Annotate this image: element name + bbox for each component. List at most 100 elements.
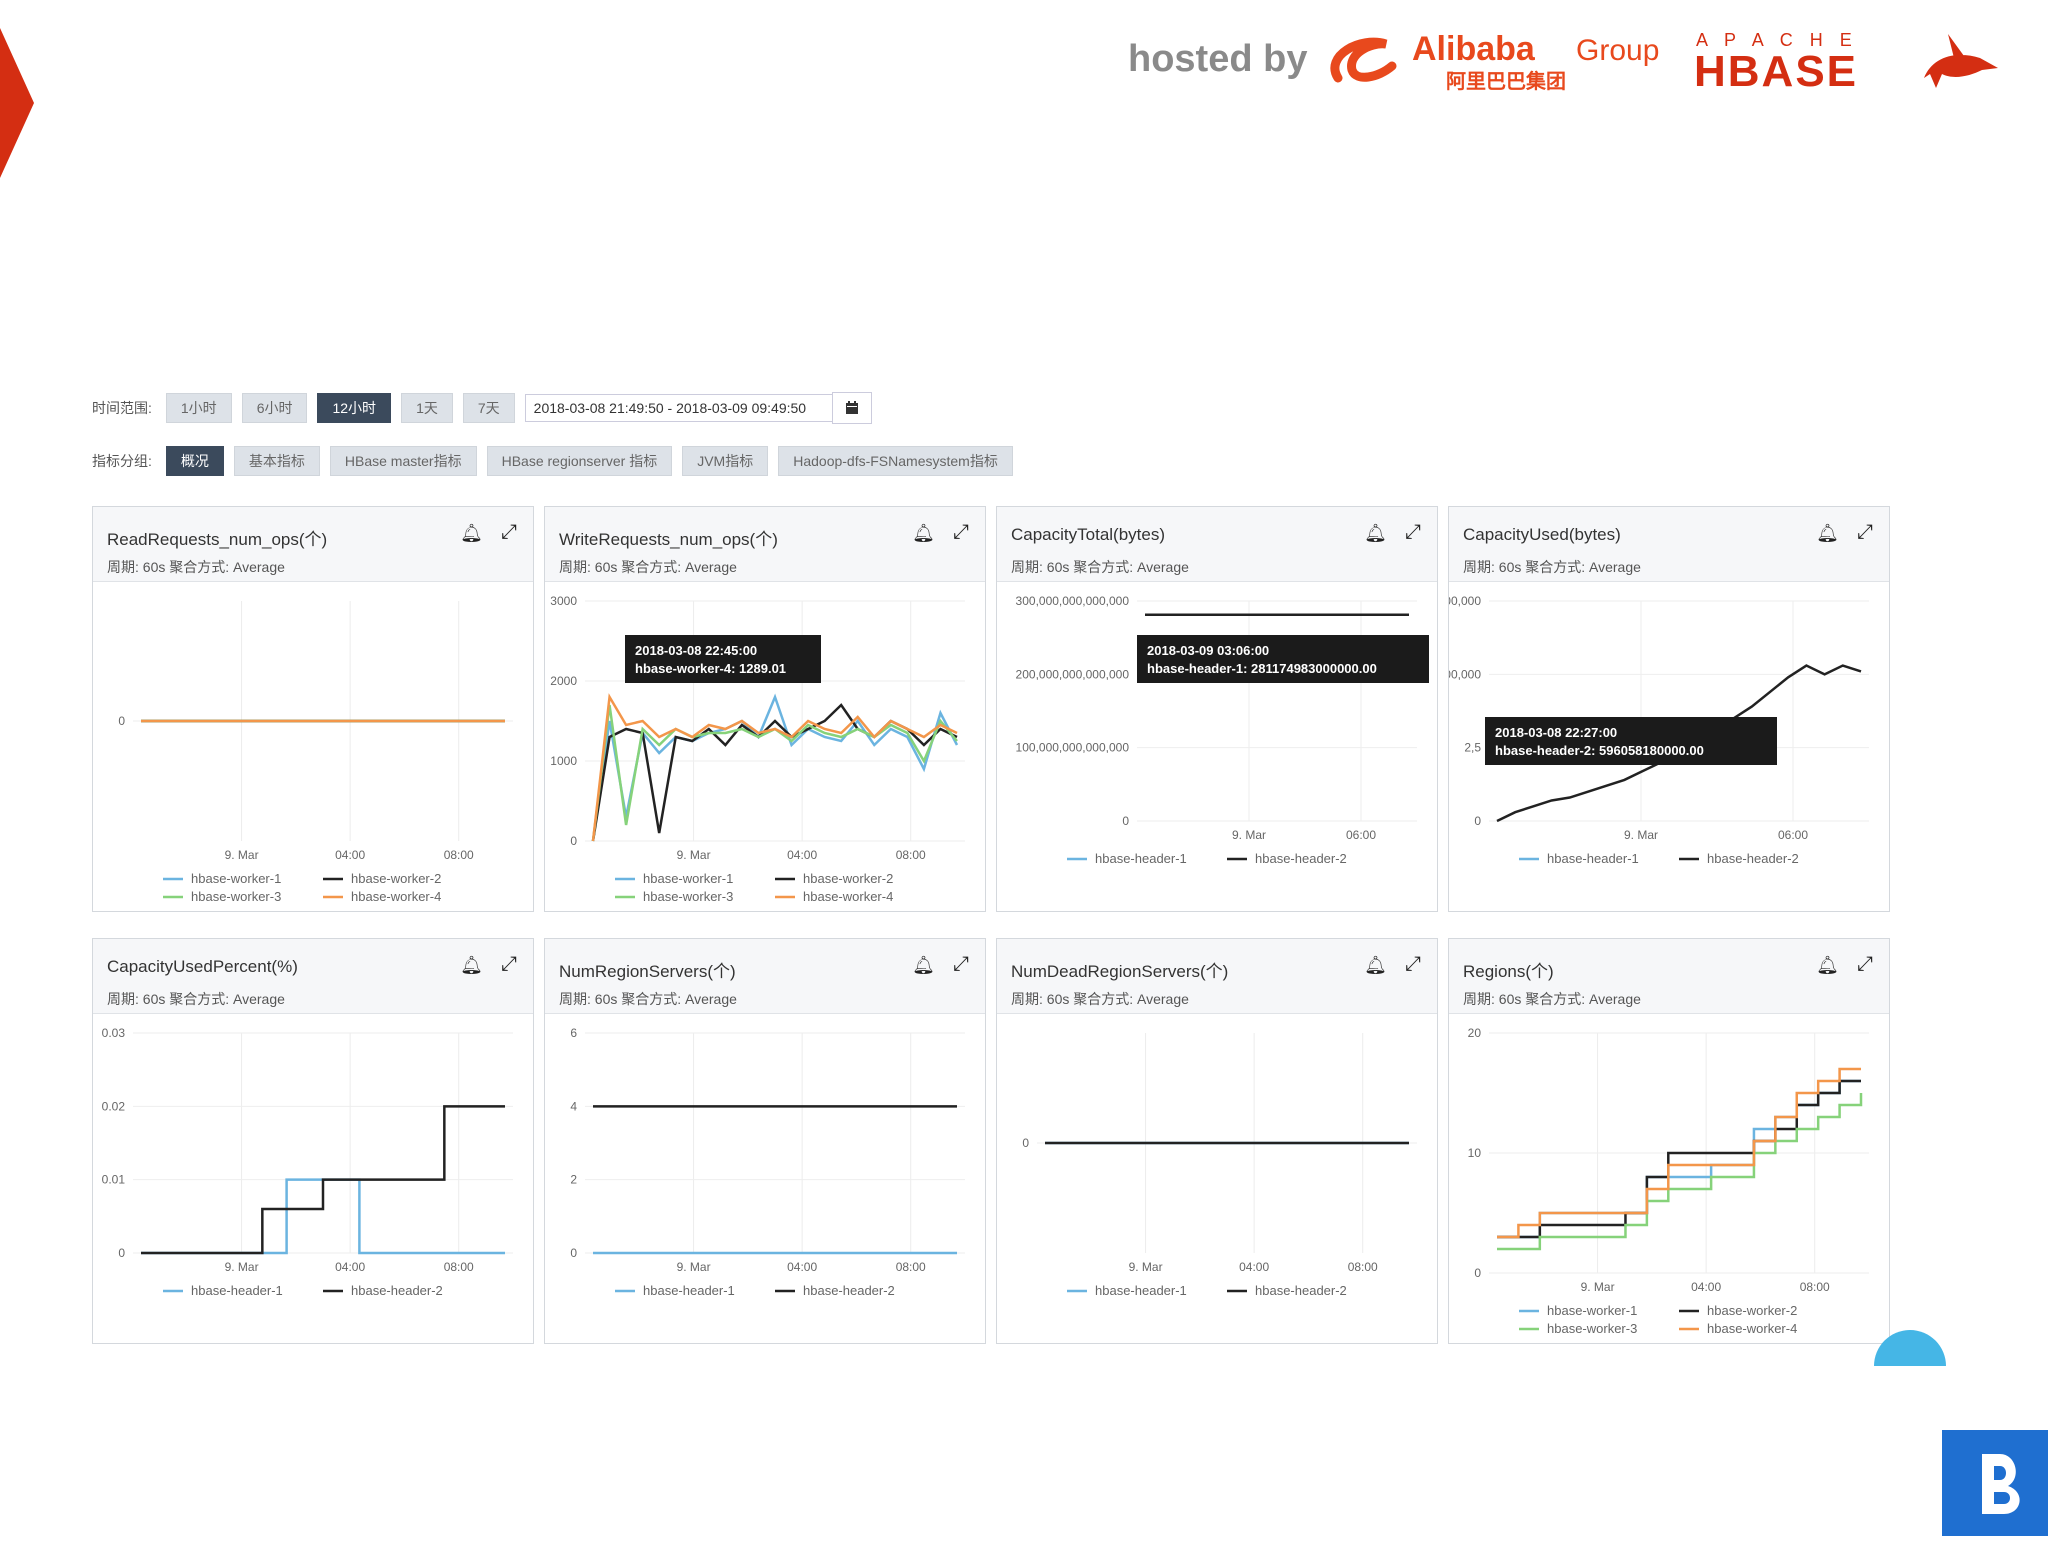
metric-panel: NumDeadRegionServers(个) 周期: 60s 聚合方式: Ave… [996,938,1438,1344]
expand-icon[interactable]: ⤢ [1857,521,1873,543]
hosted-by-text: hosted by [1128,38,1308,80]
x-tick-label: 08:00 [444,848,474,862]
group-option-basic[interactable]: 基本指标 [233,446,320,476]
legend-label: hbase-worker-1 [643,871,733,886]
y-tick-label: 20 [1468,1026,1482,1040]
x-tick-label: 9. Mar [677,848,711,862]
panel-header: Regions(个) 周期: 60s 聚合方式: Average 🔔︎ ⤢ [1449,939,1889,1014]
x-tick-label: 04:00 [787,848,817,862]
y-tick-label: 0 [118,1246,125,1260]
alert-bell-icon[interactable]: 🔔︎ [912,955,935,975]
alibaba-wordmark: Alibaba [1412,30,1536,68]
expand-icon[interactable]: ⤢ [501,521,517,543]
panel-subtitle: 周期: 60s 聚合方式: Average [1011,991,1189,1007]
metric-panel: NumRegionServers(个) 周期: 60s 聚合方式: Average… [544,938,986,1344]
panel-title: Regions(个) [1463,962,1554,981]
panel-subtitle: 周期: 60s 聚合方式: Average [1463,559,1641,575]
x-tick-label: 9. Mar [1232,828,1266,842]
legend-label: hbase-header-2 [1255,1283,1347,1298]
panel-header: NumRegionServers(个) 周期: 60s 聚合方式: Average… [545,939,985,1014]
date-range-input[interactable]: 2018-03-08 21:49:50 - 2018-03-09 09:49:5… [524,394,833,422]
time-option-1d[interactable]: 1天 [401,393,453,423]
time-option-7d[interactable]: 7天 [462,393,515,423]
alert-bell-icon[interactable]: 🔔︎ [1364,523,1387,543]
y-tick-label: 0.02 [102,1099,126,1113]
expand-icon[interactable]: ⤢ [1405,953,1421,975]
legend-label: hbase-worker-1 [191,871,281,886]
x-tick-label: 08:00 [444,1260,474,1274]
line-chart: 9. Mar 04:00 08:00 6 4 2 0 hbase-header-1 hbase-… [570,1026,965,1298]
legend-label: hbase-header-1 [191,1283,283,1298]
expand-icon[interactable]: ⤢ [1857,953,1873,975]
expand-icon[interactable]: ⤢ [1405,521,1421,543]
series-line [1497,1079,1861,1239]
alert-bell-icon[interactable]: 🔔︎ [460,523,483,543]
x-tick-label: 9. Mar [225,848,259,862]
x-tick-label: 9. Mar [677,1260,711,1274]
panel-header: CapacityUsedPercent(%) 周期: 60s 聚合方式: Aver… [93,939,533,1014]
legend-label: hbase-worker-2 [803,871,893,886]
time-option-1h[interactable]: 1小时 [165,393,232,423]
hover-tooltip: 2018-03-08 22:27:00 hbase-header-2: 59605… [1485,717,1777,765]
expand-icon[interactable]: ⤢ [501,953,517,975]
legend-label: hbase-worker-2 [1707,1303,1797,1318]
y-tick-label: 100,000,000,000,000 [1016,741,1130,755]
metric-panel: WriteRequests_num_ops(个) 周期: 60s 聚合方式: Av… [544,506,986,912]
y-tick-label: 4 [570,1099,577,1113]
metric-group-label: 指标分组: [92,453,152,469]
legend-label: hbase-header-1 [1547,851,1639,866]
panel-header: CapacityTotal(bytes) 周期: 60s 聚合方式: Averag… [997,507,1437,582]
expand-icon[interactable]: ⤢ [953,953,969,975]
panel-header: NumDeadRegionServers(个) 周期: 60s 聚合方式: Ave… [997,939,1437,1014]
legend-label: hbase-header-2 [803,1283,895,1298]
y-tick-label: 0 [1022,1136,1029,1150]
metric-panel: Regions(个) 周期: 60s 聚合方式: Average 🔔︎ ⤢ 9. Mar… [1448,938,1890,1344]
alibaba-swoosh-icon [1330,37,1397,83]
tooltip-line: 2018-03-08 22:45:00 [635,643,757,658]
orca-icon [1924,34,1998,88]
group-option-hadoop-dfs[interactable]: Hadoop-dfs-FSNamesystem指标 [778,446,1013,476]
y-tick-label: 0.01 [102,1173,126,1187]
calendar-button[interactable] [831,392,872,424]
panel-header: ReadRequests_num_ops(个) 周期: 60s 聚合方式: Ave… [93,507,533,582]
tooltip-line: hbase-header-2: 596058180000.00 [1495,743,1704,758]
group-option-overview[interactable]: 概况 [165,446,224,476]
x-tick-label: 9. Mar [1129,1260,1163,1274]
expand-icon[interactable]: ⤢ [953,521,969,543]
alert-bell-icon[interactable]: 🔔︎ [1364,955,1387,975]
y-tick-label: 10 [1468,1146,1482,1160]
panel-header: CapacityUsed(bytes) 周期: 60s 聚合方式: Average… [1449,507,1889,582]
alert-bell-icon[interactable]: 🔔︎ [1816,955,1839,975]
x-tick-label: 08:00 [1348,1260,1378,1274]
line-chart: 9. Mar 06:00 300,000,000,000,000 200,000,00… [1016,594,1429,866]
alert-bell-icon[interactable]: 🔔︎ [912,523,935,543]
hbase-wordmark: HBASE [1694,47,1858,96]
y-tick-label: 0 [1474,1266,1481,1280]
panel-title: NumDeadRegionServers(个) [1011,962,1229,981]
legend-label: hbase-header-1 [1095,851,1187,866]
group-option-jvm[interactable]: JVM指标 [682,446,769,476]
x-tick-label: 06:00 [1346,828,1376,842]
brand-b-icon [1982,1454,2020,1514]
apache-wordmark: A P A C H E [1696,30,1858,50]
y-tick-label: 0 [118,714,125,728]
x-tick-label: 08:00 [896,1260,926,1274]
line-chart: 9. Mar 04:00 08:00 3000 2000 1000 0 hbase-worke… [550,594,965,904]
group-option-hbase-regionserver[interactable]: HBase regionserver 指标 [486,446,673,476]
legend-label: hbase-worker-4 [351,889,441,904]
y-tick-label: 200,000,000,000,000 [1016,667,1130,681]
alert-bell-icon[interactable]: 🔔︎ [1816,523,1839,543]
time-option-6h[interactable]: 6小时 [241,393,308,423]
alert-bell-icon[interactable]: 🔔︎ [460,955,483,975]
series-line [1497,1067,1861,1239]
apache-hbase-logo: A P A C H E HBASE [1694,30,1998,96]
x-tick-label: 08:00 [896,848,926,862]
line-chart: 9. Mar 04:00 08:00 0.03 0.02 0.01 0 hbase-heade… [102,1026,513,1298]
line-chart: 9. Mar 04:00 08:00 20 10 0 hbase-worker-1 hbase… [1468,1026,1869,1336]
time-option-12h[interactable]: 12小时 [317,393,392,423]
line-chart: 9. Mar 06:00 7,500,000,000,000 5,000,000,00… [1449,594,1869,866]
legend-label: hbase-header-2 [351,1283,443,1298]
legend-label: hbase-worker-1 [1547,1303,1637,1318]
group-option-hbase-master[interactable]: HBase master指标 [329,446,477,476]
panel-title: NumRegionServers(个) [559,962,736,981]
